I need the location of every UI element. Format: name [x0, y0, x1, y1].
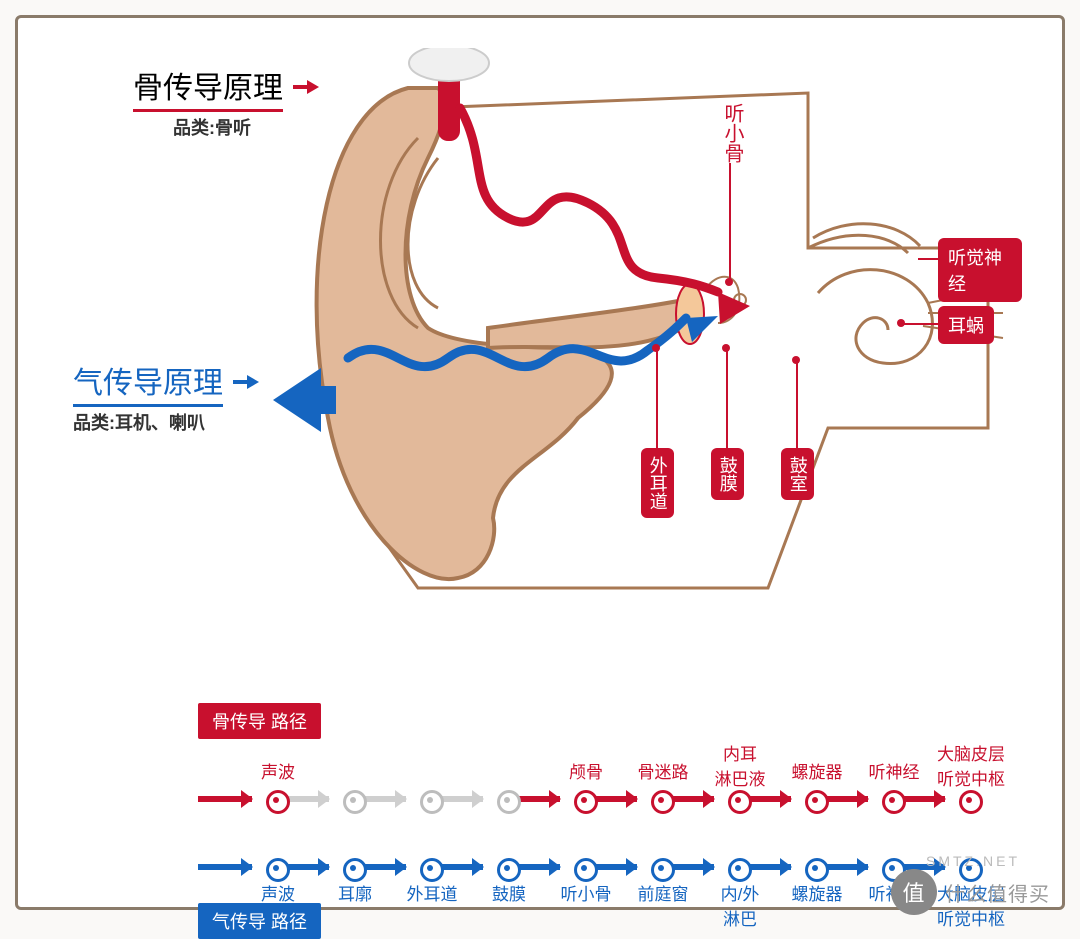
path-seg [827, 796, 868, 802]
path-label: 颅骨 [546, 758, 626, 783]
path-node [574, 858, 598, 882]
pointer-cochlea [903, 323, 938, 325]
diagram-frame: 骨传导原理 品类:骨听 气传导原理 品类:耳机、喇叭 [15, 15, 1065, 910]
label-ear-canal: 外耳道 [641, 448, 674, 518]
path-node [497, 858, 521, 882]
watermark: 值 什么值得买 [891, 869, 1050, 915]
path-label: 大脑皮层听觉中枢 [931, 740, 1011, 790]
path-label: 螺旋器 [777, 758, 857, 783]
path-label: 内/外淋巴 [700, 880, 780, 930]
path-node [728, 858, 752, 882]
path-node [959, 790, 983, 814]
path-node [420, 790, 444, 814]
path-label: 声波 [238, 758, 318, 783]
path-node [266, 858, 290, 882]
path-seg [365, 796, 406, 802]
path-seg [288, 796, 329, 802]
path-node [651, 858, 675, 882]
path-label: 内耳淋巴液 [700, 740, 780, 790]
watermark-badge: 值 [891, 869, 937, 915]
pointer-ossicles [729, 163, 731, 281]
speaker-icon [273, 368, 321, 432]
path-label: 外耳道 [392, 880, 472, 905]
path-label: 耳廓 [315, 880, 395, 905]
pointer-canal [656, 348, 658, 448]
dot-ossicles [725, 278, 733, 286]
path-seg [442, 796, 483, 802]
path-label: 听小骨 [546, 880, 626, 905]
watermark-text: 什么值得买 [945, 878, 1050, 907]
path-node [882, 790, 906, 814]
path-seg [827, 864, 868, 870]
path-node [497, 790, 521, 814]
source-text: SMTZ.NET [926, 853, 1020, 869]
label-auditory-nerve: 听觉神经 [938, 238, 1022, 302]
ear-illustration [288, 48, 1028, 668]
path-seg [198, 864, 252, 870]
path-seg [673, 864, 714, 870]
path-label: 前庭窗 [623, 880, 703, 905]
path-label: 听神经 [854, 758, 934, 783]
bone-title: 骨传导原理 [133, 63, 283, 112]
air-title-block: 气传导原理 品类:耳机、喇叭 [73, 358, 261, 435]
path-seg [198, 796, 252, 802]
path-seg [750, 864, 791, 870]
path-label: 鼓膜 [469, 880, 549, 905]
label-tympanic: 鼓室 [781, 448, 814, 500]
path-seg [519, 796, 560, 802]
dot-cochlea [897, 319, 905, 327]
diagram-canvas: 骨传导原理 品类:骨听 气传导原理 品类:耳机、喇叭 [58, 48, 1022, 877]
path-seg [596, 796, 637, 802]
path-node [343, 790, 367, 814]
path-node [574, 790, 598, 814]
path-seg [750, 796, 791, 802]
dot-eardrum [722, 344, 730, 352]
path-node [728, 790, 752, 814]
path-node [651, 790, 675, 814]
pointer-tympanic [796, 360, 798, 448]
path-seg [904, 796, 945, 802]
dot-tympanic [792, 356, 800, 364]
pointer-eardrum [726, 348, 728, 448]
path-seg [442, 864, 483, 870]
pointer-nerve [918, 258, 938, 260]
path-seg [519, 864, 560, 870]
speaker-icon-box [316, 386, 336, 414]
pointer-icon [233, 373, 261, 396]
air-subtitle: 品类:耳机、喇叭 [73, 409, 261, 435]
path-seg [596, 864, 637, 870]
path-label: 螺旋器 [777, 880, 857, 905]
dot-canal [652, 344, 660, 352]
path-seg [365, 864, 406, 870]
path-node [420, 858, 444, 882]
label-cochlea: 耳蜗 [938, 306, 994, 344]
air-title: 气传导原理 [73, 358, 223, 407]
path-node [266, 790, 290, 814]
label-ossicles-text: 听小骨 [718, 103, 805, 169]
label-eardrum: 鼓膜 [711, 448, 744, 500]
path-node [805, 858, 829, 882]
path-seg [673, 796, 714, 802]
path-label: 声波 [238, 880, 318, 905]
path-node [343, 858, 367, 882]
path-node [805, 790, 829, 814]
path-label: 骨迷路 [623, 758, 703, 783]
bone-path-tag: 骨传导 路径 [198, 703, 321, 739]
path-seg [288, 864, 329, 870]
air-path-tag: 气传导 路径 [198, 903, 321, 939]
